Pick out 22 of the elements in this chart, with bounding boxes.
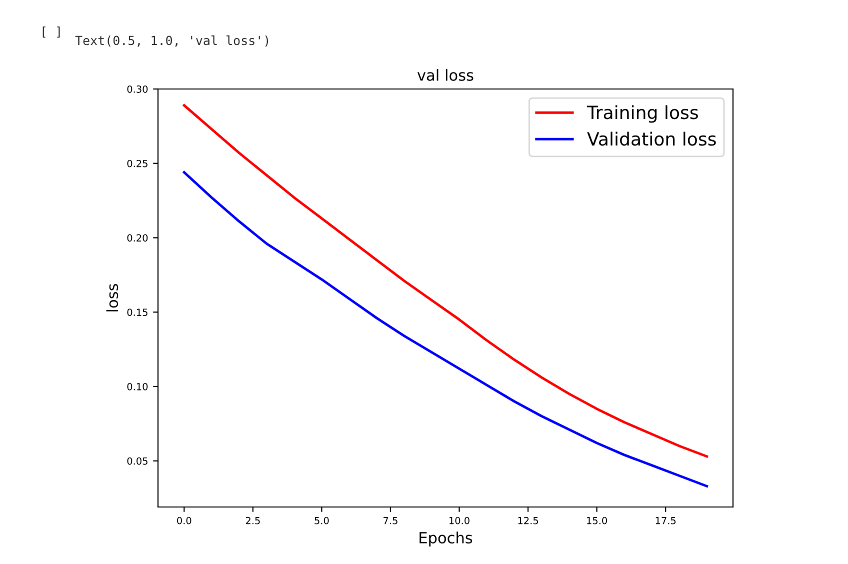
text: Text(0.5, 1.0, 'val loss') bbox=[75, 35, 268, 47]
y-axis-title: loss bbox=[106, 284, 118, 312]
x-tick-label: 12.5 bbox=[518, 516, 538, 524]
x-tick-label: 15.0 bbox=[587, 516, 607, 524]
legend-label: Validation loss bbox=[587, 132, 716, 146]
x-tick-label: 2.5 bbox=[246, 516, 260, 524]
chart-title: val loss bbox=[417, 69, 474, 81]
y-tick-label: 0.30 bbox=[127, 85, 148, 93]
x-tick-label: 7.5 bbox=[384, 517, 398, 524]
y-tick-label: 0.15 bbox=[127, 308, 148, 316]
x-tick-label: 17.5 bbox=[656, 517, 676, 524]
y-tick-label: 0.25 bbox=[127, 160, 148, 168]
line-series bbox=[182, 171, 708, 488]
y-tick-label: 0.20 bbox=[127, 234, 148, 242]
y-tick-label: 0.05 bbox=[127, 457, 148, 465]
x-tick-label: 10.0 bbox=[450, 516, 470, 524]
x-tick-label: 0.0 bbox=[177, 516, 192, 524]
legend-label: Training loss bbox=[586, 105, 698, 123]
text: [ ] bbox=[42, 26, 60, 38]
x-axis-title: Epochs bbox=[420, 532, 472, 546]
y-tick-label: 0.10 bbox=[127, 382, 148, 390]
x-tick-label: 5.0 bbox=[314, 516, 329, 524]
